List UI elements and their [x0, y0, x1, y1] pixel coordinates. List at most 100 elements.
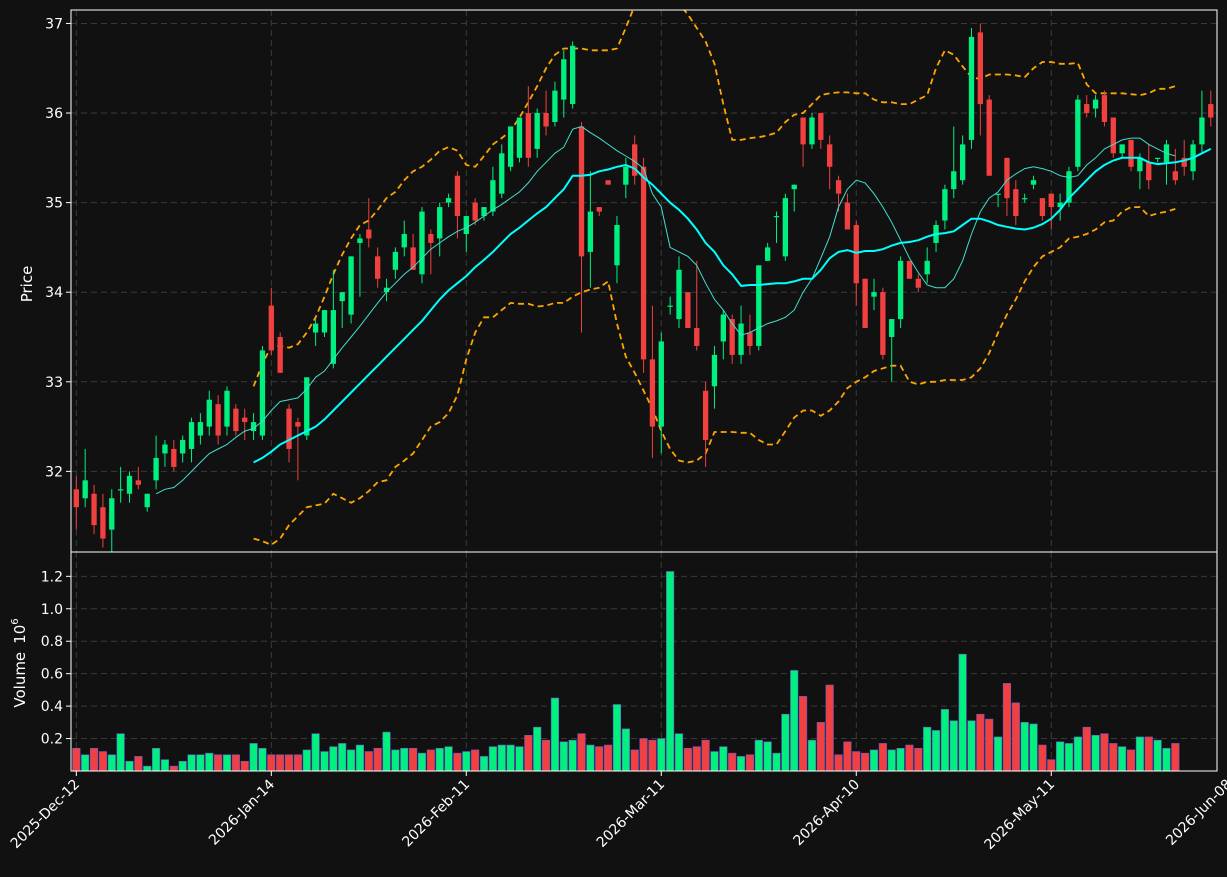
candle-body	[738, 323, 744, 355]
volume-bar	[347, 749, 356, 772]
candle-body	[516, 117, 523, 158]
volume-bar	[1144, 736, 1153, 772]
volume-bar	[116, 733, 125, 772]
candle-body	[277, 336, 283, 373]
candle-body	[366, 229, 372, 239]
candle-body	[773, 216, 780, 218]
candle-body	[889, 319, 895, 337]
volume-bar	[763, 741, 772, 772]
candle-body	[809, 117, 815, 145]
candle-body	[321, 310, 328, 333]
volume-bar	[125, 760, 134, 772]
candle-body	[162, 444, 168, 454]
volume-bar	[719, 746, 728, 772]
volume-frame	[70, 551, 1218, 772]
volume-bar	[409, 747, 418, 772]
candle-body	[507, 126, 514, 167]
candle-body	[419, 211, 425, 275]
volume-exponent-base: 10	[11, 625, 29, 644]
volume-tick-label: 0.6	[41, 667, 63, 683]
candle-body	[1119, 144, 1125, 154]
candle-body	[481, 207, 487, 217]
volume-bar	[471, 749, 480, 772]
volume-bar	[1056, 741, 1065, 772]
candle-body	[747, 332, 753, 346]
price-axis-label: Price	[18, 266, 36, 303]
volume-bar	[284, 754, 294, 772]
candle-body	[862, 278, 868, 329]
candle-body	[1084, 104, 1090, 114]
candle-body	[649, 359, 656, 427]
volume-bar	[807, 739, 817, 772]
volume-bar	[577, 733, 586, 772]
volume-bar	[1064, 743, 1074, 772]
volume-bar	[1118, 746, 1127, 772]
volume-bar	[1171, 743, 1180, 772]
candle-body	[224, 390, 230, 427]
volume-bar	[382, 731, 391, 772]
candle-body	[578, 126, 585, 257]
candle-body	[348, 256, 354, 315]
candle-body	[1039, 198, 1046, 217]
candle-body	[818, 113, 824, 140]
candle-body	[428, 233, 434, 243]
price-tick-label: 35	[45, 196, 63, 212]
candle-body	[764, 247, 771, 261]
volume-bar	[781, 713, 790, 772]
volume-bar	[914, 747, 923, 772]
candle-body	[1013, 189, 1019, 217]
price-tick-label: 33	[45, 375, 63, 391]
x-tick-label: 2026-Apr-10	[791, 777, 864, 850]
price-tick-label: 32	[45, 464, 63, 480]
volume-bar	[426, 749, 435, 772]
volume-bar	[524, 735, 533, 772]
candle-body	[437, 207, 443, 239]
volume-bar	[258, 747, 267, 772]
volume-bar	[967, 720, 976, 772]
candle-body	[392, 251, 399, 270]
candle-body	[720, 314, 726, 342]
slow-moving-average-line	[253, 148, 1212, 464]
volume-bar	[825, 684, 834, 772]
candle-body	[694, 328, 700, 346]
volume-bar	[1029, 723, 1038, 772]
volume-bar	[1047, 759, 1056, 772]
volume-bar	[1091, 735, 1100, 772]
volume-bar	[196, 754, 205, 772]
candle-body	[100, 507, 106, 539]
volume-bar	[869, 749, 879, 772]
candle-body	[1199, 117, 1205, 145]
candle-body	[986, 99, 992, 176]
volume-bar	[355, 744, 365, 772]
candle-body	[729, 319, 735, 355]
candle-body	[91, 493, 97, 526]
volume-bar	[666, 571, 675, 772]
volume-bar	[1038, 744, 1047, 772]
volume-bar	[488, 746, 497, 772]
volume-bar	[728, 752, 737, 772]
price-tick-label: 36	[45, 106, 63, 122]
candle-body	[1110, 117, 1116, 154]
candle-body	[1066, 171, 1072, 203]
candle-body	[614, 225, 620, 266]
volume-bar	[648, 739, 657, 772]
candle-body	[144, 493, 150, 508]
volume-bar	[453, 752, 462, 772]
volume-bar	[143, 765, 152, 772]
volume-bar	[621, 728, 630, 772]
volume-bar	[985, 718, 994, 772]
volume-bar	[816, 722, 825, 772]
volume-bar	[1100, 733, 1109, 772]
volume-bar	[604, 744, 613, 772]
candle-body	[286, 408, 292, 449]
candle-body	[658, 341, 664, 427]
volume-bar	[134, 756, 143, 772]
volume-bar	[550, 697, 559, 772]
volume-bar	[178, 760, 187, 772]
candle-body	[676, 269, 682, 320]
price-panel: 32 33 34 35 36 37	[45, 9, 1218, 553]
candle-body	[330, 310, 337, 364]
candle-body	[800, 117, 806, 145]
volume-bar	[754, 739, 763, 772]
